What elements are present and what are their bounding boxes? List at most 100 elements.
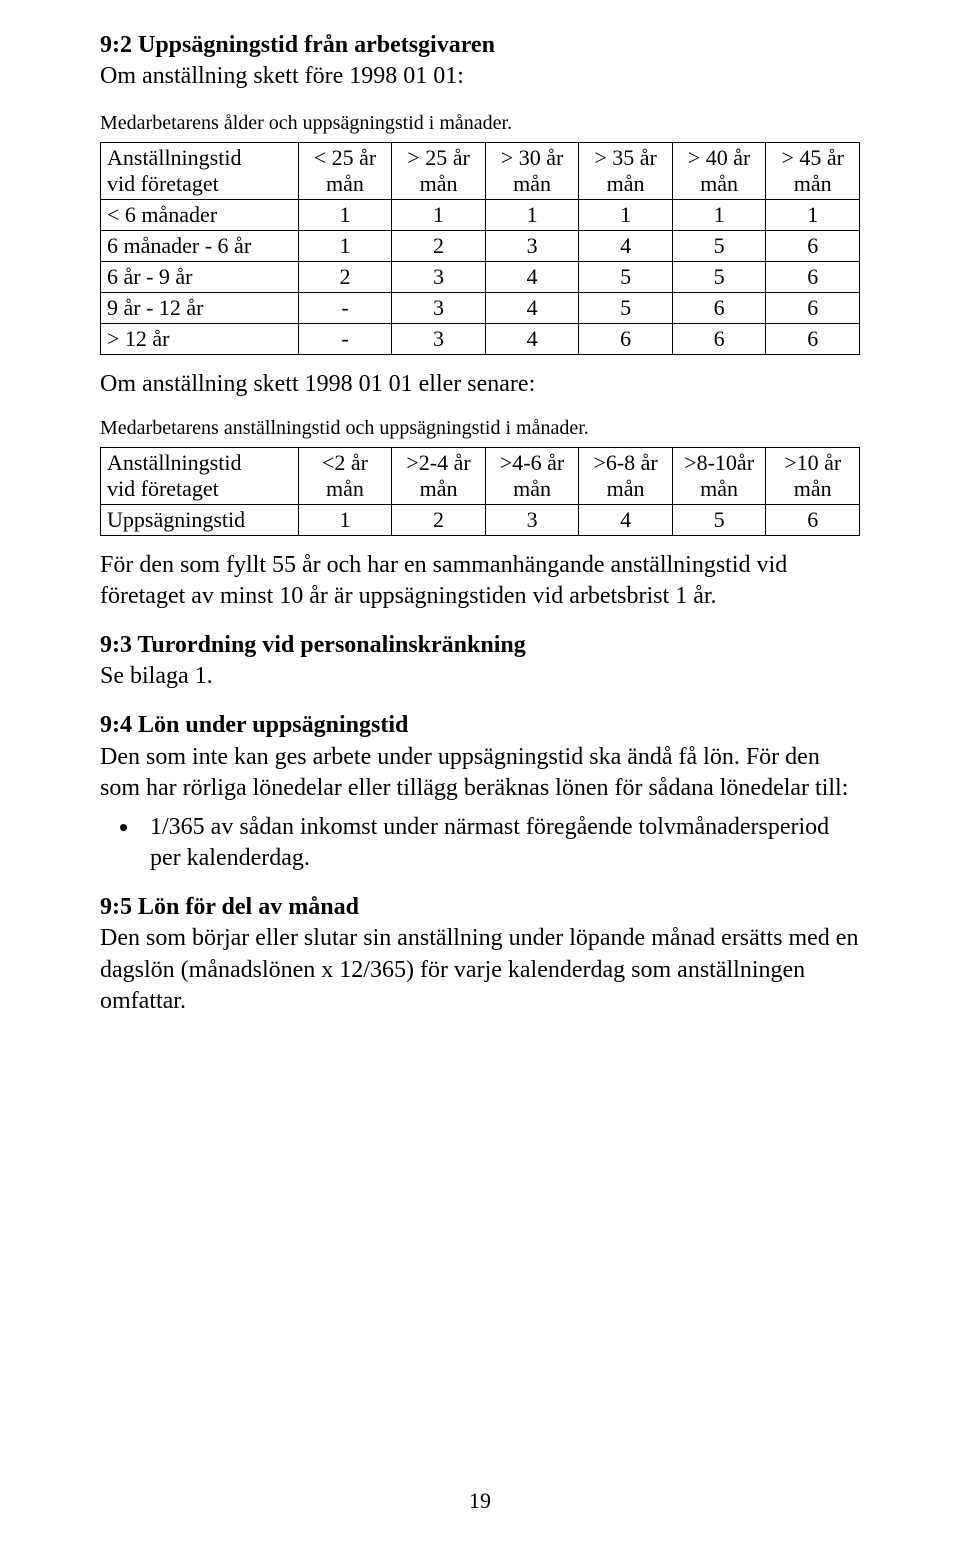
cell: -: [298, 324, 392, 355]
heading-9-5: 9:5 Lön för del av månad: [100, 892, 860, 923]
cell: 2: [298, 262, 392, 293]
table1-h0-l2: vid företaget: [107, 171, 292, 197]
table1-h5-l2: mån: [679, 171, 760, 197]
table1-h3-l1: > 30 år: [492, 145, 573, 171]
table2-h1-l2: mån: [305, 476, 386, 502]
cell: 6: [766, 293, 860, 324]
cell: 5: [672, 262, 766, 293]
table1-caption: Medarbetarens ålder och uppsägningstid i…: [100, 110, 860, 136]
table2-h0-l1: Anställningstid: [107, 450, 292, 476]
table1-h6-l1: > 45 år: [772, 145, 853, 171]
cell: 5: [672, 504, 766, 535]
cell: 4: [485, 262, 579, 293]
cell: 6: [579, 324, 673, 355]
table1-h5-l1: > 40 år: [679, 145, 760, 171]
cell: 6: [766, 262, 860, 293]
table-row: Anställningstid vid företaget < 25 år må…: [101, 143, 860, 200]
cell: 4: [485, 324, 579, 355]
table-2: Anställningstid vid företaget <2 år mån …: [100, 447, 860, 536]
table1-h4-l1: > 35 år: [585, 145, 666, 171]
cell: 1: [485, 200, 579, 231]
cell: 6: [672, 293, 766, 324]
cell: 1: [298, 200, 392, 231]
cell: 3: [485, 504, 579, 535]
table2-h6-l2: mån: [772, 476, 853, 502]
bullet-list: 1/365 av sådan inkomst under närmast för…: [140, 812, 860, 874]
cell: 5: [579, 293, 673, 324]
cell: 5: [672, 231, 766, 262]
cell: 6: [766, 231, 860, 262]
cell: 9 år - 12 år: [101, 293, 299, 324]
heading-9-4: 9:4 Lön under uppsägningstid: [100, 710, 860, 741]
cell: 1: [672, 200, 766, 231]
section-9-2: 9:2 Uppsägningstid från arbetsgivaren Om…: [100, 30, 860, 612]
cell: 4: [485, 293, 579, 324]
cell: 3: [392, 324, 486, 355]
heading-9-2: 9:2 Uppsägningstid från arbetsgivaren: [100, 30, 860, 61]
cell: 4: [579, 504, 673, 535]
cell: 1: [298, 504, 392, 535]
cell: 1: [298, 231, 392, 262]
table1-h4-l2: mån: [585, 171, 666, 197]
cell: 5: [579, 262, 673, 293]
section-9-4: 9:4 Lön under uppsägningstid Den som int…: [100, 710, 860, 874]
document-page: 9:2 Uppsägningstid från arbetsgivaren Om…: [0, 0, 960, 1542]
cell: 6 månader - 6 år: [101, 231, 299, 262]
cell: Uppsägningstid: [101, 504, 299, 535]
table2-h0-l2: vid företaget: [107, 476, 292, 502]
table2-h1-l1: <2 år: [305, 450, 386, 476]
table-row: 6 månader - 6 år 1 2 3 4 5 6: [101, 231, 860, 262]
table-row: > 12 år - 3 4 6 6 6: [101, 324, 860, 355]
table1-h2-l2: mån: [398, 171, 479, 197]
cell: 1: [392, 200, 486, 231]
table-row: Anställningstid vid företaget <2 år mån …: [101, 447, 860, 504]
body-9-3: Se bilaga 1.: [100, 661, 860, 692]
page-number: 19: [0, 1488, 960, 1514]
table-row: < 6 månader 1 1 1 1 1 1: [101, 200, 860, 231]
cell: -: [298, 293, 392, 324]
cell: < 6 månader: [101, 200, 299, 231]
table-row: 9 år - 12 år - 3 4 5 6 6: [101, 293, 860, 324]
table2-h5-l2: mån: [679, 476, 760, 502]
table2-h5-l1: >8-10år: [679, 450, 760, 476]
cell: 3: [392, 293, 486, 324]
table1-h3-l2: mån: [492, 171, 573, 197]
table-1: Anställningstid vid företaget < 25 år må…: [100, 142, 860, 355]
cell: 4: [579, 231, 673, 262]
table2-h3-l1: >4-6 år: [492, 450, 573, 476]
cell: 6 år - 9 år: [101, 262, 299, 293]
cell: 2: [392, 504, 486, 535]
cell: > 12 år: [101, 324, 299, 355]
table2-caption: Medarbetarens anställningstid och uppsäg…: [100, 415, 860, 441]
cell: 6: [672, 324, 766, 355]
table2-h4-l1: >6-8 år: [585, 450, 666, 476]
cell: 6: [766, 504, 860, 535]
table-row: Uppsägningstid 1 2 3 4 5 6: [101, 504, 860, 535]
body-9-4: Den som inte kan ges arbete under uppsäg…: [100, 742, 860, 804]
table1-h1-l2: mån: [305, 171, 386, 197]
cell: 3: [485, 231, 579, 262]
body-9-5: Den som börjar eller slutar sin anställn…: [100, 923, 860, 1017]
table2-h6-l1: >10 år: [772, 450, 853, 476]
list-item: 1/365 av sådan inkomst under närmast för…: [140, 812, 860, 874]
intro-line-2: Om anställning skett 1998 01 01 eller se…: [100, 369, 860, 400]
table1-h1-l1: < 25 år: [305, 145, 386, 171]
table2-h3-l2: mån: [492, 476, 573, 502]
cell: 6: [766, 324, 860, 355]
table1-h0-l1: Anställningstid: [107, 145, 292, 171]
section-9-3: 9:3 Turordning vid personalinskränkning …: [100, 630, 860, 692]
cell: 1: [766, 200, 860, 231]
intro-line-1: Om anställning skett före 1998 01 01:: [100, 61, 860, 92]
table2-h4-l2: mån: [585, 476, 666, 502]
table1-h6-l2: mån: [772, 171, 853, 197]
table2-h2-l1: >2-4 år: [398, 450, 479, 476]
cell: 2: [392, 231, 486, 262]
table-row: 6 år - 9 år 2 3 4 5 5 6: [101, 262, 860, 293]
table2-h2-l2: mån: [398, 476, 479, 502]
para-after-tables: För den som fyllt 55 år och har en samma…: [100, 550, 860, 612]
cell: 1: [579, 200, 673, 231]
cell: 3: [392, 262, 486, 293]
table1-h2-l1: > 25 år: [398, 145, 479, 171]
section-9-5: 9:5 Lön för del av månad Den som börjar …: [100, 892, 860, 1017]
heading-9-3: 9:3 Turordning vid personalinskränkning: [100, 630, 860, 661]
